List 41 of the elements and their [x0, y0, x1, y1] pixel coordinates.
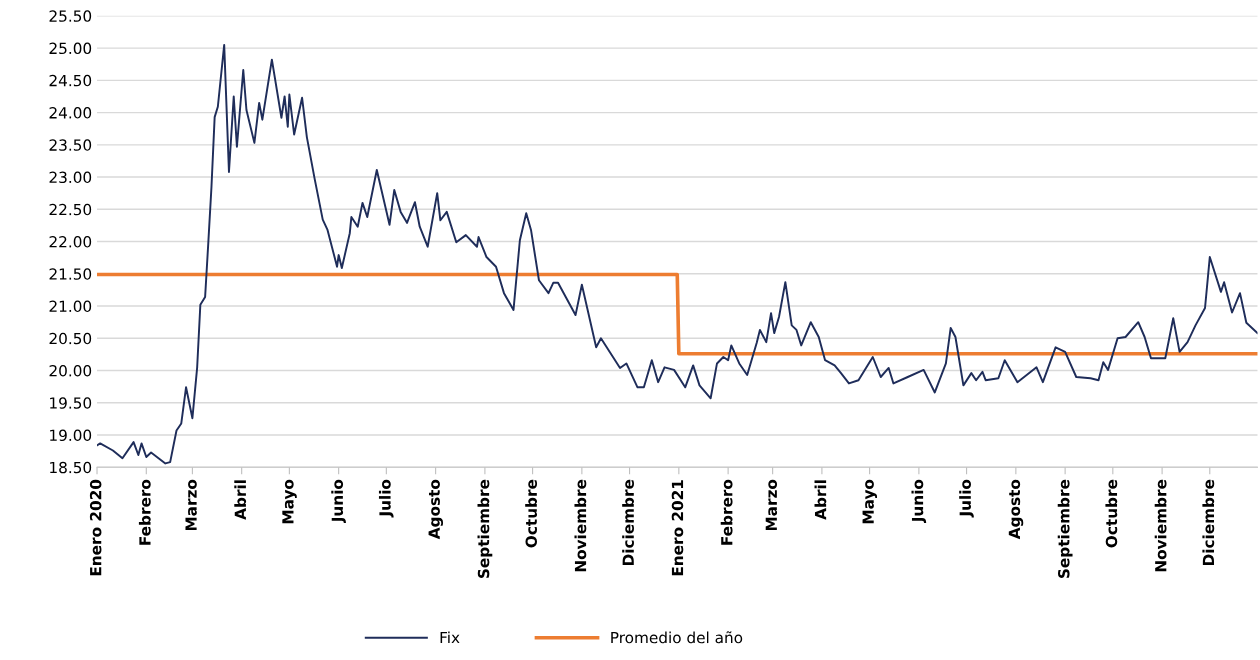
x-tick-label: Septiembre: [477, 479, 493, 578]
y-tick-label: 19.00: [50, 429, 92, 442]
x-tick-label: Agosto: [1008, 479, 1024, 540]
x-tick-label: Julio: [959, 479, 974, 518]
y-tick-label: 21.50: [49, 268, 92, 280]
y-tick-label: 23.50: [49, 139, 92, 151]
x-tick-label: Abril: [234, 480, 247, 520]
x-tick-label: Noviembre: [1154, 479, 1167, 572]
x-tick-label: Febrero: [138, 479, 151, 545]
x-tick-label: Julio: [378, 479, 394, 518]
y-tick-label: 20.50: [49, 332, 92, 345]
x-tick-label: Enero 2021: [671, 480, 684, 576]
y-tick-label: 24.50: [49, 74, 92, 87]
y-tick-label: 23.00: [49, 171, 92, 184]
y-tick-label: 20.00: [49, 365, 92, 377]
y-tick-label: 21.00: [49, 300, 92, 313]
x-tick-label: Mayo: [282, 479, 297, 524]
x-tick-label: Mayo: [862, 479, 877, 524]
x-tick-label: Abril: [814, 480, 827, 520]
x-tick-label: Agosto: [428, 479, 444, 540]
legend-label: Fix: [440, 631, 460, 644]
x-tick-label: Enero 2020: [89, 479, 102, 576]
y-tick-label: 19.50: [50, 397, 92, 409]
x-tick-label: Noviembre: [574, 479, 587, 572]
x-tick-label: Junio: [911, 479, 927, 524]
y-tick-label: 18.50: [50, 461, 92, 474]
x-tick-label: Junio: [331, 479, 346, 524]
y-tick-label: 22.00: [49, 236, 92, 248]
x-tick-label: Diciembre: [622, 479, 634, 566]
x-tick-label: Febrero: [720, 479, 733, 545]
y-tick-label: 22.50: [49, 203, 92, 216]
x-tick-label: Octubre: [525, 479, 538, 548]
y-tick-label: 25.50: [49, 10, 92, 22]
y-tick-label: 25.00: [49, 42, 92, 55]
x-tick-label: Marzo: [765, 479, 778, 531]
y-tick-label: 24.00: [49, 107, 92, 119]
x-tick-label: Octubre: [1105, 479, 1118, 548]
x-tick-label: Septiembre: [1057, 479, 1073, 578]
legend-label: Promedio del año: [611, 631, 743, 644]
x-tick-label: Marzo: [185, 479, 197, 531]
x-tick-label: Diciembre: [1202, 479, 1215, 566]
